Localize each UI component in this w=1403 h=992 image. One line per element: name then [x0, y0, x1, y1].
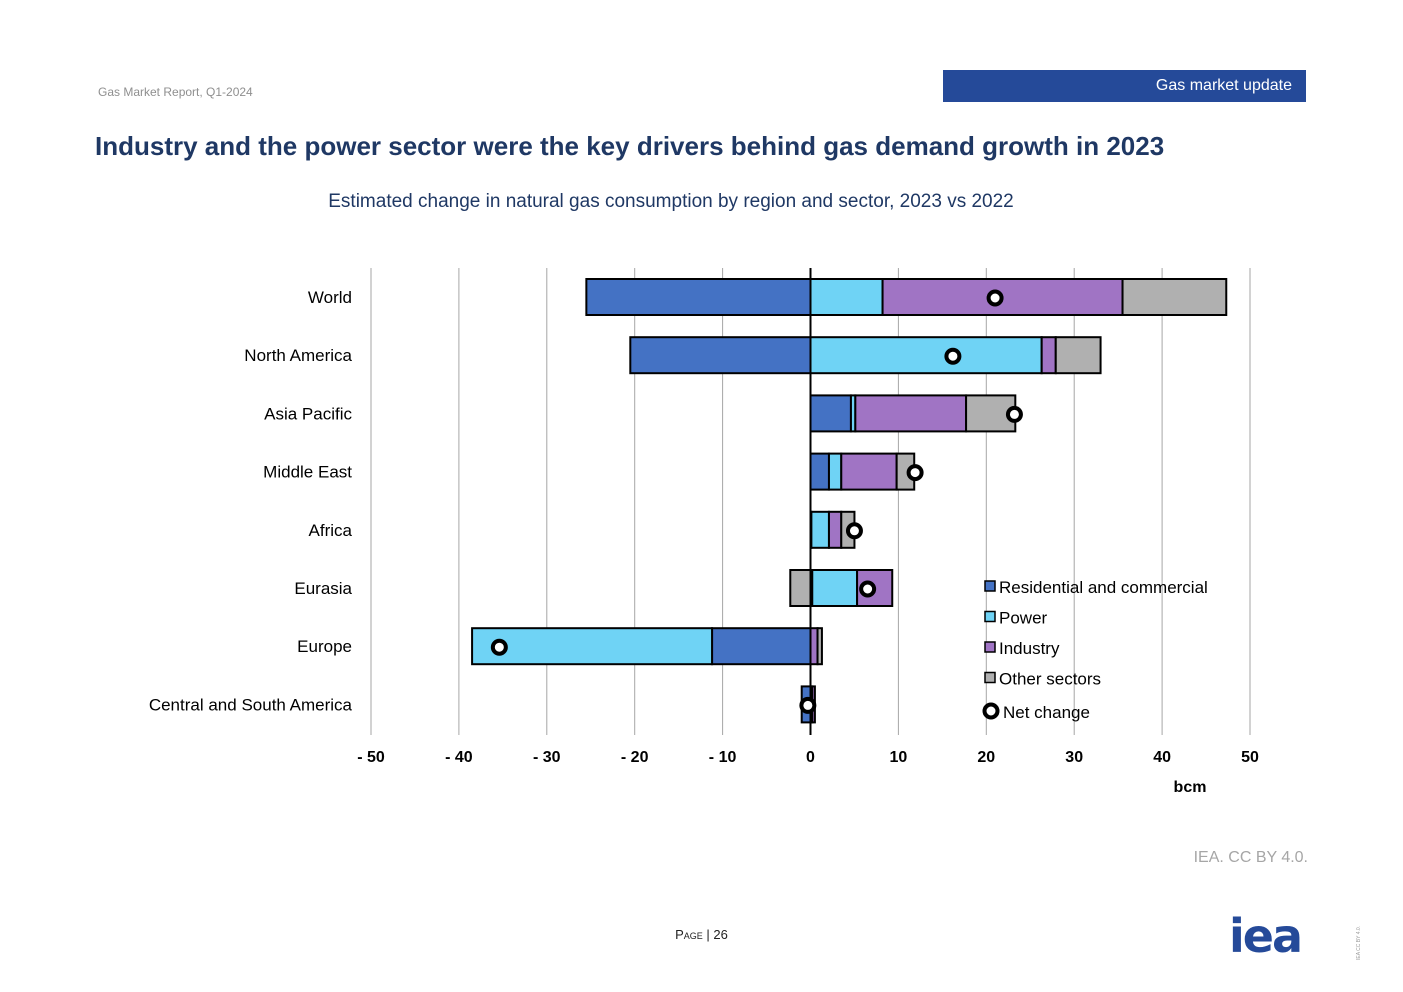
x-axis-label: bcm — [1174, 779, 1207, 796]
page-separator: | — [706, 927, 710, 942]
legend-label-other: Other sectors — [999, 670, 1101, 689]
category-label: World — [308, 288, 352, 307]
bar-industry — [809, 627, 819, 666]
net-change-marker — [986, 289, 1004, 307]
bar-residential — [809, 394, 852, 433]
x-tick-label: - 20 — [621, 749, 649, 766]
net-change-marker — [799, 696, 817, 714]
bar-other — [789, 569, 812, 607]
page-label: Page — [675, 927, 703, 942]
legend-swatch-other — [984, 671, 996, 684]
bar-industry — [840, 452, 898, 491]
x-tick-label: - 40 — [445, 749, 473, 766]
net-change-marker — [845, 522, 863, 540]
category-label: Eurasia — [294, 579, 352, 598]
legend-swatch-net-change — [982, 702, 1000, 720]
legend-label-net-change: Net change — [1003, 703, 1090, 722]
bar-residential — [629, 336, 812, 375]
legend-label-residential: Residential and commercial — [999, 578, 1208, 597]
page-title: Industry and the power sector were the k… — [95, 131, 1165, 161]
x-tick-label: 50 — [1241, 749, 1259, 766]
bar-industry — [827, 510, 843, 549]
x-tick-label: - 10 — [709, 749, 737, 766]
bar-industry — [1040, 336, 1057, 375]
bar-power — [827, 452, 843, 491]
x-tick-label: 30 — [1065, 749, 1083, 766]
net-change-marker — [944, 347, 962, 365]
net-change-marker — [1005, 405, 1023, 423]
legend-swatch-residential — [984, 580, 996, 592]
x-tick-label: 0 — [806, 749, 815, 766]
bar-power — [809, 278, 884, 316]
bar-power — [811, 569, 859, 607]
net-change-marker — [906, 464, 924, 482]
net-change-marker — [859, 580, 877, 598]
bar-residential — [585, 278, 812, 316]
report-label: Gas Market Report, Q1-2024 — [98, 85, 253, 99]
category-label: Europe — [297, 637, 352, 656]
bar-power — [809, 336, 1043, 375]
bar-residential — [711, 627, 812, 666]
category-label: Central and South America — [149, 695, 353, 714]
category-label: Africa — [309, 521, 353, 540]
bar-industry — [854, 394, 968, 433]
page-number: Page | 26 — [0, 927, 1403, 942]
bar-other — [816, 627, 823, 666]
bar-other — [1054, 336, 1102, 375]
page-number-value: 26 — [713, 927, 728, 942]
bar-power — [471, 627, 714, 666]
legend-swatch-industry — [984, 641, 996, 653]
category-label: Asia Pacific — [264, 404, 352, 423]
section-banner: Gas market update — [943, 70, 1306, 102]
chart-subtitle: Estimated change in natural gas consumpt… — [328, 191, 1014, 212]
x-tick-label: 10 — [890, 749, 908, 766]
x-tick-label: 40 — [1153, 749, 1171, 766]
net-change-marker — [490, 638, 508, 656]
x-tick-label: - 30 — [533, 749, 561, 766]
category-label: Middle East — [263, 463, 352, 482]
x-tick-label: 20 — [977, 749, 995, 766]
category-label: North America — [244, 346, 352, 365]
license-vertical: IEA CC BY 4.0. — [1356, 925, 1362, 960]
iea-logo[interactable]: iea — [1229, 909, 1303, 963]
x-tick-label: - 50 — [357, 749, 385, 766]
bar-power — [810, 510, 830, 549]
legend-label-industry: Industry — [999, 639, 1060, 658]
legend-swatch-power — [984, 610, 996, 623]
legend-label-power: Power — [999, 609, 1048, 628]
credit-note: IEA. CC BY 4.0. — [1193, 849, 1308, 866]
bar-residential — [809, 452, 830, 491]
bar-other — [1121, 278, 1228, 316]
